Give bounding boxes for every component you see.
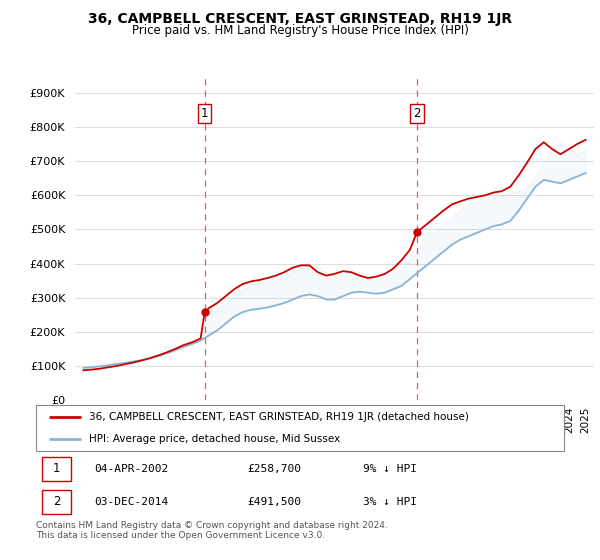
Text: 36, CAMPBELL CRESCENT, EAST GRINSTEAD, RH19 1JR (detached house): 36, CAMPBELL CRESCENT, EAST GRINSTEAD, R… [89, 412, 469, 422]
Text: HPI: Average price, detached house, Mid Sussex: HPI: Average price, detached house, Mid … [89, 435, 340, 444]
Text: £258,700: £258,700 [247, 464, 301, 474]
Text: 3% ↓ HPI: 3% ↓ HPI [364, 497, 418, 507]
FancyBboxPatch shape [43, 489, 71, 514]
Text: 36, CAMPBELL CRESCENT, EAST GRINSTEAD, RH19 1JR: 36, CAMPBELL CRESCENT, EAST GRINSTEAD, R… [88, 12, 512, 26]
Text: Price paid vs. HM Land Registry's House Price Index (HPI): Price paid vs. HM Land Registry's House … [131, 24, 469, 37]
Text: 1: 1 [201, 107, 209, 120]
Text: 03-DEC-2014: 03-DEC-2014 [94, 497, 169, 507]
FancyBboxPatch shape [36, 405, 564, 451]
Text: 2: 2 [53, 495, 61, 508]
FancyBboxPatch shape [43, 456, 71, 481]
Text: 1: 1 [53, 462, 61, 475]
Text: 9% ↓ HPI: 9% ↓ HPI [364, 464, 418, 474]
Text: Contains HM Land Registry data © Crown copyright and database right 2024.
This d: Contains HM Land Registry data © Crown c… [36, 521, 388, 540]
Text: £491,500: £491,500 [247, 497, 301, 507]
Text: 04-APR-2002: 04-APR-2002 [94, 464, 169, 474]
Text: 2: 2 [413, 107, 421, 120]
